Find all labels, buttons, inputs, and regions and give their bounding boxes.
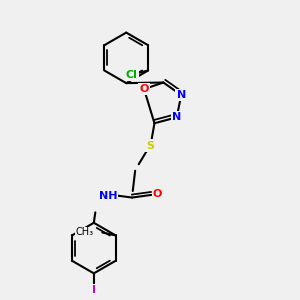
Text: NH: NH <box>98 191 117 201</box>
Text: O: O <box>153 189 162 199</box>
Text: CH₃: CH₃ <box>75 227 93 238</box>
Text: O: O <box>140 84 149 94</box>
Text: S: S <box>146 140 154 151</box>
Text: N: N <box>177 90 186 100</box>
Text: Cl: Cl <box>126 70 138 80</box>
Text: N: N <box>172 112 182 122</box>
Text: I: I <box>92 285 96 295</box>
